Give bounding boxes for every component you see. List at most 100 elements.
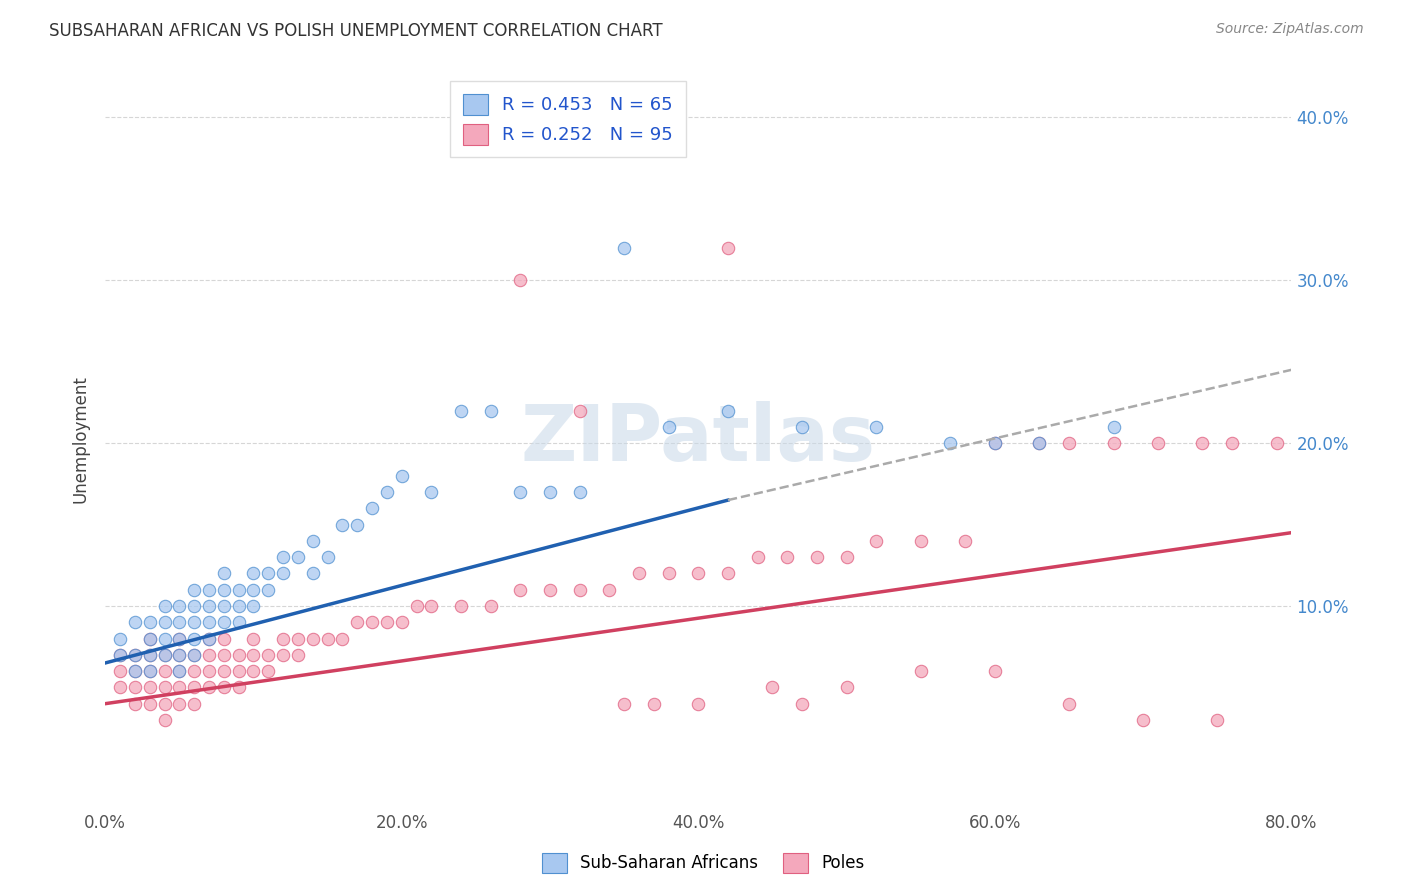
Text: Source: ZipAtlas.com: Source: ZipAtlas.com <box>1216 22 1364 37</box>
Point <box>242 664 264 678</box>
Point <box>420 485 443 500</box>
Point <box>228 615 250 630</box>
Point <box>1102 436 1125 450</box>
Point <box>138 648 160 662</box>
Point <box>865 419 887 434</box>
Point <box>332 517 354 532</box>
Point <box>169 648 191 662</box>
Point <box>153 599 176 613</box>
Point <box>138 681 160 695</box>
Point <box>124 664 146 678</box>
Point <box>169 681 191 695</box>
Point <box>183 599 205 613</box>
Point <box>792 697 814 711</box>
Point <box>568 485 591 500</box>
Point <box>138 632 160 646</box>
Point <box>183 681 205 695</box>
Point <box>910 533 932 548</box>
Point <box>1191 436 1213 450</box>
Point <box>375 485 398 500</box>
Point <box>688 566 710 581</box>
Point <box>271 632 294 646</box>
Point <box>257 648 280 662</box>
Point <box>242 582 264 597</box>
Point <box>169 599 191 613</box>
Point <box>271 566 294 581</box>
Point <box>287 632 309 646</box>
Point <box>301 566 323 581</box>
Point <box>138 648 160 662</box>
Point <box>212 599 235 613</box>
Point <box>198 632 221 646</box>
Point <box>257 566 280 581</box>
Point <box>538 582 561 597</box>
Point <box>228 681 250 695</box>
Point <box>169 664 191 678</box>
Point <box>1028 436 1050 450</box>
Point <box>450 403 472 417</box>
Point <box>108 648 131 662</box>
Point <box>1028 436 1050 450</box>
Y-axis label: Unemployment: Unemployment <box>72 376 89 503</box>
Point <box>658 566 681 581</box>
Point <box>124 615 146 630</box>
Point <box>984 436 1007 450</box>
Point <box>153 615 176 630</box>
Point <box>124 681 146 695</box>
Point <box>538 485 561 500</box>
Point <box>627 566 650 581</box>
Point <box>479 599 502 613</box>
Point <box>658 419 681 434</box>
Point <box>242 599 264 613</box>
Point <box>271 550 294 565</box>
Point <box>910 664 932 678</box>
Point <box>169 632 191 646</box>
Point <box>1057 697 1080 711</box>
Point <box>776 550 799 565</box>
Point <box>198 615 221 630</box>
Point <box>242 632 264 646</box>
Point <box>212 664 235 678</box>
Point <box>717 566 740 581</box>
Point <box>138 664 160 678</box>
Point <box>183 582 205 597</box>
Point <box>242 566 264 581</box>
Point <box>568 582 591 597</box>
Point <box>183 632 205 646</box>
Point <box>332 632 354 646</box>
Point <box>124 648 146 662</box>
Point <box>124 664 146 678</box>
Point <box>138 632 160 646</box>
Point <box>865 533 887 548</box>
Point <box>792 419 814 434</box>
Point <box>316 550 339 565</box>
Point <box>346 517 368 532</box>
Point <box>124 648 146 662</box>
Point <box>301 533 323 548</box>
Point <box>169 615 191 630</box>
Point <box>183 697 205 711</box>
Point <box>138 664 160 678</box>
Point <box>613 697 636 711</box>
Point <box>153 713 176 727</box>
Point <box>108 632 131 646</box>
Point <box>1220 436 1243 450</box>
Point <box>169 632 191 646</box>
Point <box>169 697 191 711</box>
Point <box>509 485 531 500</box>
Point <box>183 615 205 630</box>
Point <box>108 648 131 662</box>
Legend: R = 0.453   N = 65, R = 0.252   N = 95: R = 0.453 N = 65, R = 0.252 N = 95 <box>450 81 686 157</box>
Point <box>124 697 146 711</box>
Point <box>153 632 176 646</box>
Point <box>1265 436 1288 450</box>
Point <box>450 599 472 613</box>
Legend: Sub-Saharan Africans, Poles: Sub-Saharan Africans, Poles <box>534 847 872 880</box>
Point <box>228 664 250 678</box>
Point <box>198 681 221 695</box>
Point <box>361 615 384 630</box>
Point <box>169 648 191 662</box>
Point <box>301 632 323 646</box>
Point <box>138 615 160 630</box>
Point <box>984 664 1007 678</box>
